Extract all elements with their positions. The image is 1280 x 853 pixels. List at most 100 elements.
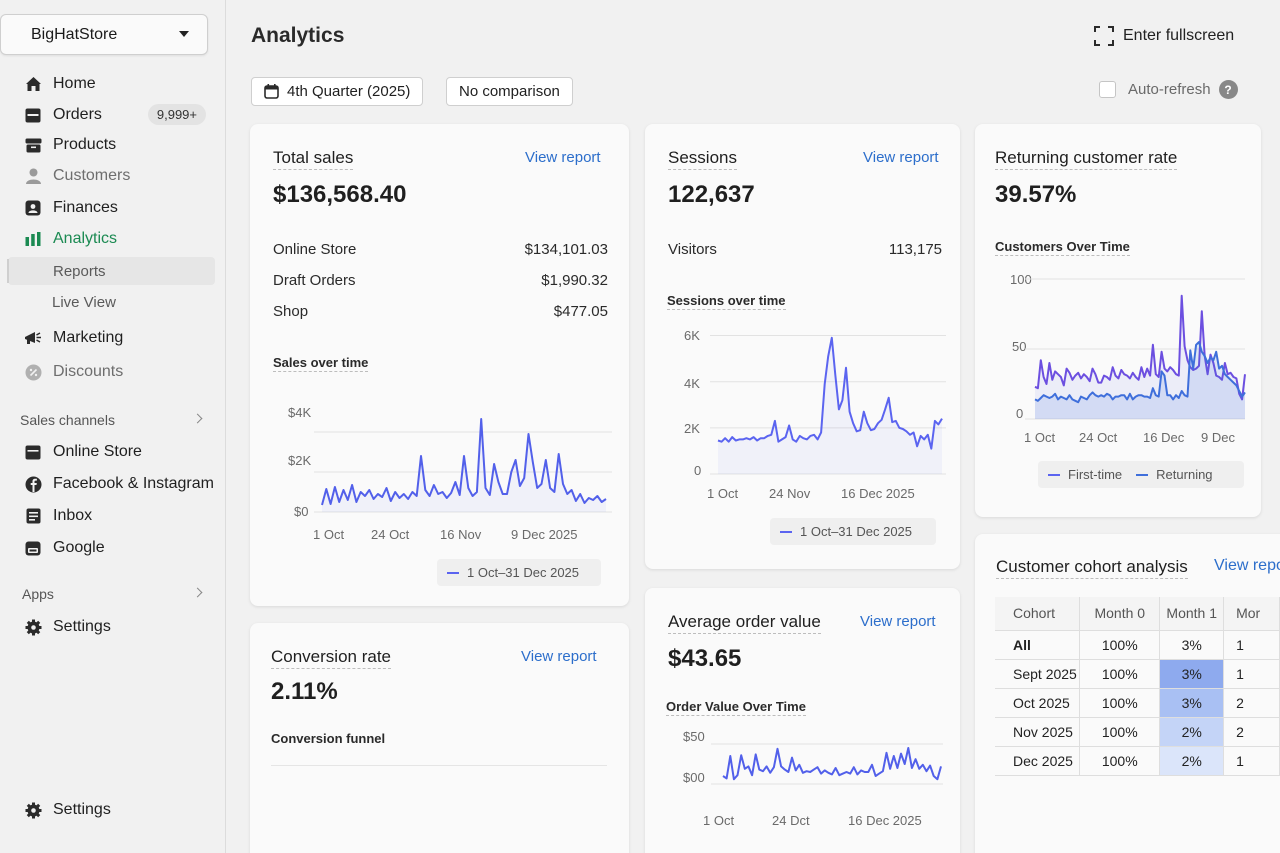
x-tick-label: 1 Oct (707, 486, 739, 501)
cohort-table: Cohort Month 0 Month 1 Mor All 100% 3% 1… (995, 597, 1280, 776)
cohort-cell: Sept 2025 (995, 659, 1081, 689)
help-icon[interactable]: ? (1218, 80, 1238, 99)
x-tick-label: 24 Nov (769, 486, 811, 501)
nav-marketing[interactable]: Marketing (0, 324, 216, 352)
chevron-right-icon (192, 413, 203, 424)
fullscreen-button[interactable]: Enter fullscreen (1094, 26, 1234, 46)
auto-refresh-toggle[interactable]: Auto-refresh ? (1099, 80, 1238, 99)
page-title: Analytics (251, 24, 345, 47)
aov-title[interactable]: Average order value (668, 612, 821, 634)
column-header: Mor (1223, 597, 1280, 631)
date-range-button[interactable]: 4th Quarter (2025) (251, 77, 424, 106)
y-tick-label: $0 (294, 504, 309, 519)
tag-icon (24, 136, 42, 154)
aov-chart-title: Order Value Over Time (666, 699, 806, 716)
nav-discounts[interactable]: Discounts (0, 358, 216, 386)
legend-swatch-first-time (1048, 473, 1060, 476)
sales-row-label: Draft Orders (273, 272, 356, 289)
sales-row-label: Shop (273, 303, 309, 320)
table-row: All 100% 3% 1 (995, 630, 1280, 660)
y-tick-label: 100 (1010, 272, 1032, 287)
google-icon (24, 539, 42, 557)
cohort-cell: 3% (1159, 630, 1225, 660)
y-tick-label: $4K (288, 405, 312, 420)
comparison-button[interactable]: No comparison (446, 77, 573, 106)
y-tick-label: $2K (288, 453, 312, 468)
cohort-cell: 2% (1159, 746, 1225, 776)
total-sales-title[interactable]: Total sales (273, 148, 354, 170)
sales-channels-header[interactable]: Sales channels (20, 412, 205, 428)
cohort-cell: 100% (1079, 746, 1161, 776)
conversion-view-report-link[interactable]: View report (521, 648, 597, 665)
gear-icon (24, 801, 42, 819)
cohort-cell: 1 (1223, 659, 1280, 689)
nav-finances[interactable]: Finances (0, 194, 216, 222)
cohort-cell: Nov 2025 (995, 717, 1081, 747)
legend-swatch (447, 571, 459, 574)
y-tick-label: 2K (684, 421, 700, 436)
nav-google[interactable]: Google (24, 536, 105, 560)
series-area (322, 419, 606, 512)
x-tick-label: 16 Dec 2025 (841, 486, 915, 501)
returning-value: 39.57% (995, 181, 1077, 208)
nav-settings-apps[interactable]: Settings (24, 615, 111, 639)
sales-row-label: Online Store (273, 241, 357, 258)
nav-settings[interactable]: Settings (24, 798, 111, 822)
cohort-cell: Dec 2025 (995, 746, 1081, 776)
nav-products[interactable]: Products (0, 131, 216, 159)
nav-live-view[interactable]: Live View (52, 293, 116, 311)
auto-refresh-checkbox[interactable] (1099, 81, 1116, 98)
sessions-view-report-link[interactable]: View report (863, 149, 939, 166)
nav-orders[interactable]: Orders 9,999+ (0, 101, 216, 129)
x-tick-label: 24 Oct (1079, 430, 1118, 445)
sales-chart-title: Sales over time (273, 355, 369, 372)
series-area (718, 337, 942, 474)
nav-home[interactable]: Home (0, 70, 216, 98)
y-tick-label: $00 (683, 770, 705, 785)
nav-reports[interactable]: Reports (7, 257, 215, 285)
cohort-title[interactable]: Customer cohort analysis (996, 557, 1188, 579)
total-sales-value: $136,568.40 (273, 181, 407, 208)
x-tick-label: 9 Dec 2025 (511, 527, 578, 542)
table-header-row: Cohort Month 0 Month 1 Mor (995, 597, 1280, 631)
cohort-cell: 100% (1079, 688, 1161, 718)
expand-icon (1094, 26, 1114, 46)
aov-value: $43.65 (668, 645, 742, 672)
apps-header[interactable]: Apps (22, 586, 205, 602)
sidebar: BigHatStore Home Orders 9,999+ Products … (0, 0, 226, 853)
aov-view-report-link[interactable]: View report (860, 613, 936, 630)
conversion-title[interactable]: Conversion rate (271, 647, 392, 669)
sessions-value: 122,637 (668, 181, 755, 208)
orders-count-badge: 9,999+ (147, 104, 206, 125)
sessions-title[interactable]: Sessions (668, 148, 737, 170)
total-sales-card: Total sales View report $136,568.40 Onli… (250, 124, 629, 606)
customers-area-chart (1025, 278, 1246, 420)
table-row: Dec 2025 100% 2% 1 (995, 746, 1280, 776)
conversion-funnel-title: Conversion funnel (271, 731, 386, 746)
nav-analytics[interactable]: Analytics (0, 225, 216, 253)
x-tick-label: 1 Oct (703, 813, 735, 828)
y-tick-label: 6K (684, 328, 700, 343)
nav-customers[interactable]: Customers (0, 162, 216, 190)
cohort-cell: All (995, 630, 1081, 660)
store-switcher[interactable]: BigHatStore (0, 14, 208, 55)
returning-title[interactable]: Returning customer rate (995, 148, 1178, 170)
customers-legend: First-time Returning (1038, 461, 1244, 488)
cohort-view-report-link[interactable]: View repo (1214, 557, 1280, 574)
person-icon (24, 167, 42, 185)
gear-icon (24, 618, 42, 636)
y-tick-label: 50 (1012, 339, 1027, 354)
cohort-cell: 3% (1159, 688, 1225, 718)
nav-facebook-instagram[interactable]: Facebook & Instagram (24, 472, 214, 496)
cohort-cell: Oct 2025 (995, 688, 1081, 718)
bank-icon (24, 199, 42, 217)
storefront-icon (24, 443, 42, 461)
nav-inbox[interactable]: Inbox (24, 504, 92, 528)
nav-online-store[interactable]: Online Store (24, 440, 142, 464)
cohort-cell: 100% (1079, 717, 1161, 747)
cohort-cell: 2 (1223, 717, 1280, 747)
legend-swatch-returning (1136, 473, 1149, 476)
sessions-legend: 1 Oct–31 Dec 2025 (770, 518, 936, 545)
total-sales-view-report-link[interactable]: View report (525, 149, 601, 166)
cohort-cell: 2% (1159, 717, 1225, 747)
